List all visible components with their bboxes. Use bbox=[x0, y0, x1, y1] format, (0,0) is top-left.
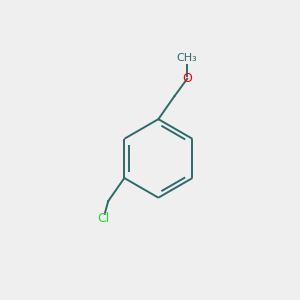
Text: CH₃: CH₃ bbox=[177, 53, 198, 63]
Text: Cl: Cl bbox=[98, 212, 110, 225]
Text: O: O bbox=[182, 72, 192, 85]
